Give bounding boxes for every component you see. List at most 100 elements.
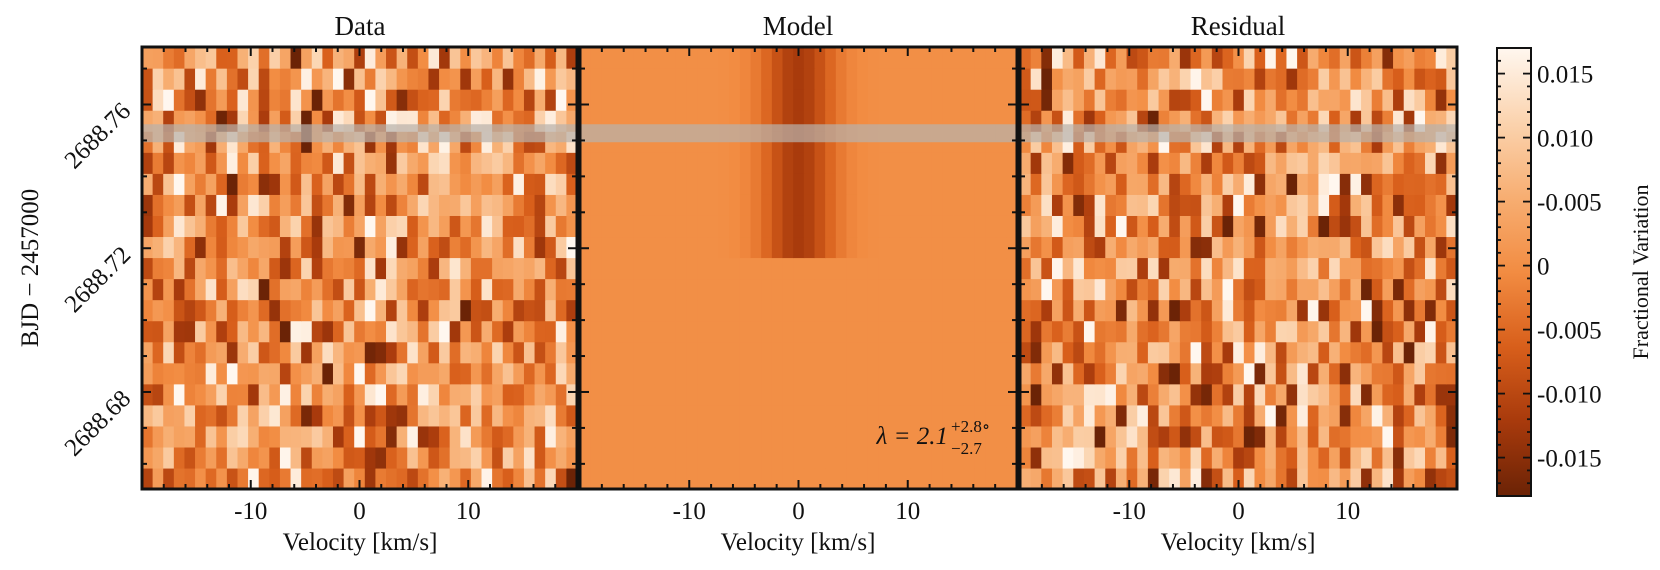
heat-cell [269,446,281,469]
heat-cell [502,299,514,322]
heat-cell [750,446,762,469]
heat-cell [290,68,302,90]
heat-cell [332,152,345,174]
heat-cell [1158,68,1170,90]
heat-cell [739,194,752,216]
heat-cell [173,320,186,343]
heat-cell [718,320,730,343]
heat-cell [1179,236,1192,259]
heat-cell [1339,152,1352,174]
heat-cell [1275,404,1288,427]
heat-cell [995,89,1007,111]
heat-cell [1243,47,1256,69]
heat-cell [428,467,440,490]
heat-cell [152,257,164,280]
heat-cell [555,110,567,132]
heat-cell [1115,89,1128,111]
heat-cell [1147,47,1160,69]
heat-cell [835,320,848,343]
heat-cell [1041,236,1053,259]
heat-cell [248,257,260,280]
heat-cell [1382,320,1394,343]
colorbar-tick-label: -0.005 [1537,190,1602,217]
heat-cell [878,194,890,216]
heat-cell [633,68,645,90]
panel-model: Model -10 0 10 Velocity [km/s] λ = 2.1 +2.… [578,11,1019,556]
heat-cell [513,110,525,132]
heat-cell [142,68,154,90]
heat-cell [697,425,709,448]
heat-cell [1006,467,1018,490]
heat-cell [1275,299,1288,322]
heat-cell [1275,467,1288,490]
heat-cell [152,194,164,216]
heat-cell [1062,68,1074,90]
heat-cell [396,299,408,322]
heat-cell [654,341,666,364]
heat-cell [1307,425,1320,448]
heat-cell [814,320,826,343]
heat-cell [1350,425,1362,448]
heat-cell [1446,446,1458,469]
heat-cell [311,194,323,216]
heat-cell [1393,320,1405,343]
heat-cell [782,215,794,238]
heat-cell [686,257,698,280]
heat-cell [1041,404,1053,427]
heat-cell [793,278,805,301]
heat-cell [953,320,965,343]
heat-cell [878,446,890,469]
heat-cell [237,257,249,280]
heat-cell [1286,152,1298,174]
heat-cell [974,194,986,216]
heat-cell [1073,68,1085,90]
heat-cell [803,257,816,280]
heat-cell [205,341,217,364]
heat-cell [1350,236,1362,259]
heat-cell [643,299,656,322]
heat-cell [793,320,805,343]
heat-cell [803,89,816,111]
heat-cell [686,89,698,111]
heat-cell [675,299,688,322]
heat-cell [1435,215,1447,238]
heat-cell [1414,194,1426,216]
heat-cell [142,404,154,427]
heat-cell [279,152,292,174]
heat-cell [899,425,912,448]
heat-cell [1286,467,1298,490]
heat-cell [739,236,752,259]
heat-cell [364,257,377,280]
heat-cell [1083,110,1096,132]
heat-cell [184,446,196,469]
heat-cell [1425,299,1437,322]
heat-cell [793,68,805,90]
heat-cell [523,68,536,90]
heat-cell [867,68,880,90]
heat-cell [1126,152,1138,174]
heat-cell [1425,47,1437,69]
heat-cell [1318,215,1330,238]
heat-cell [1073,446,1085,469]
heat-cell [545,173,557,195]
heat-cell [226,236,239,259]
heat-cell [814,194,826,216]
heat-cell [460,341,472,364]
heat-cell [1382,152,1394,174]
heat-cell [248,110,260,132]
heat-cell [1147,320,1160,343]
heat-cell [611,320,624,343]
heat-cell [216,47,228,69]
heat-cell [555,425,567,448]
heat-cell [1073,194,1085,216]
heat-cell [226,110,239,132]
heat-cell [258,110,270,132]
heat-cell [375,278,387,301]
heat-cell [407,425,419,448]
heat-cell [601,173,613,195]
heat-cell [771,404,784,427]
heat-cell [697,278,709,301]
heat-cell [601,299,613,322]
heat-cell [835,110,848,132]
heat-cell [814,446,826,469]
